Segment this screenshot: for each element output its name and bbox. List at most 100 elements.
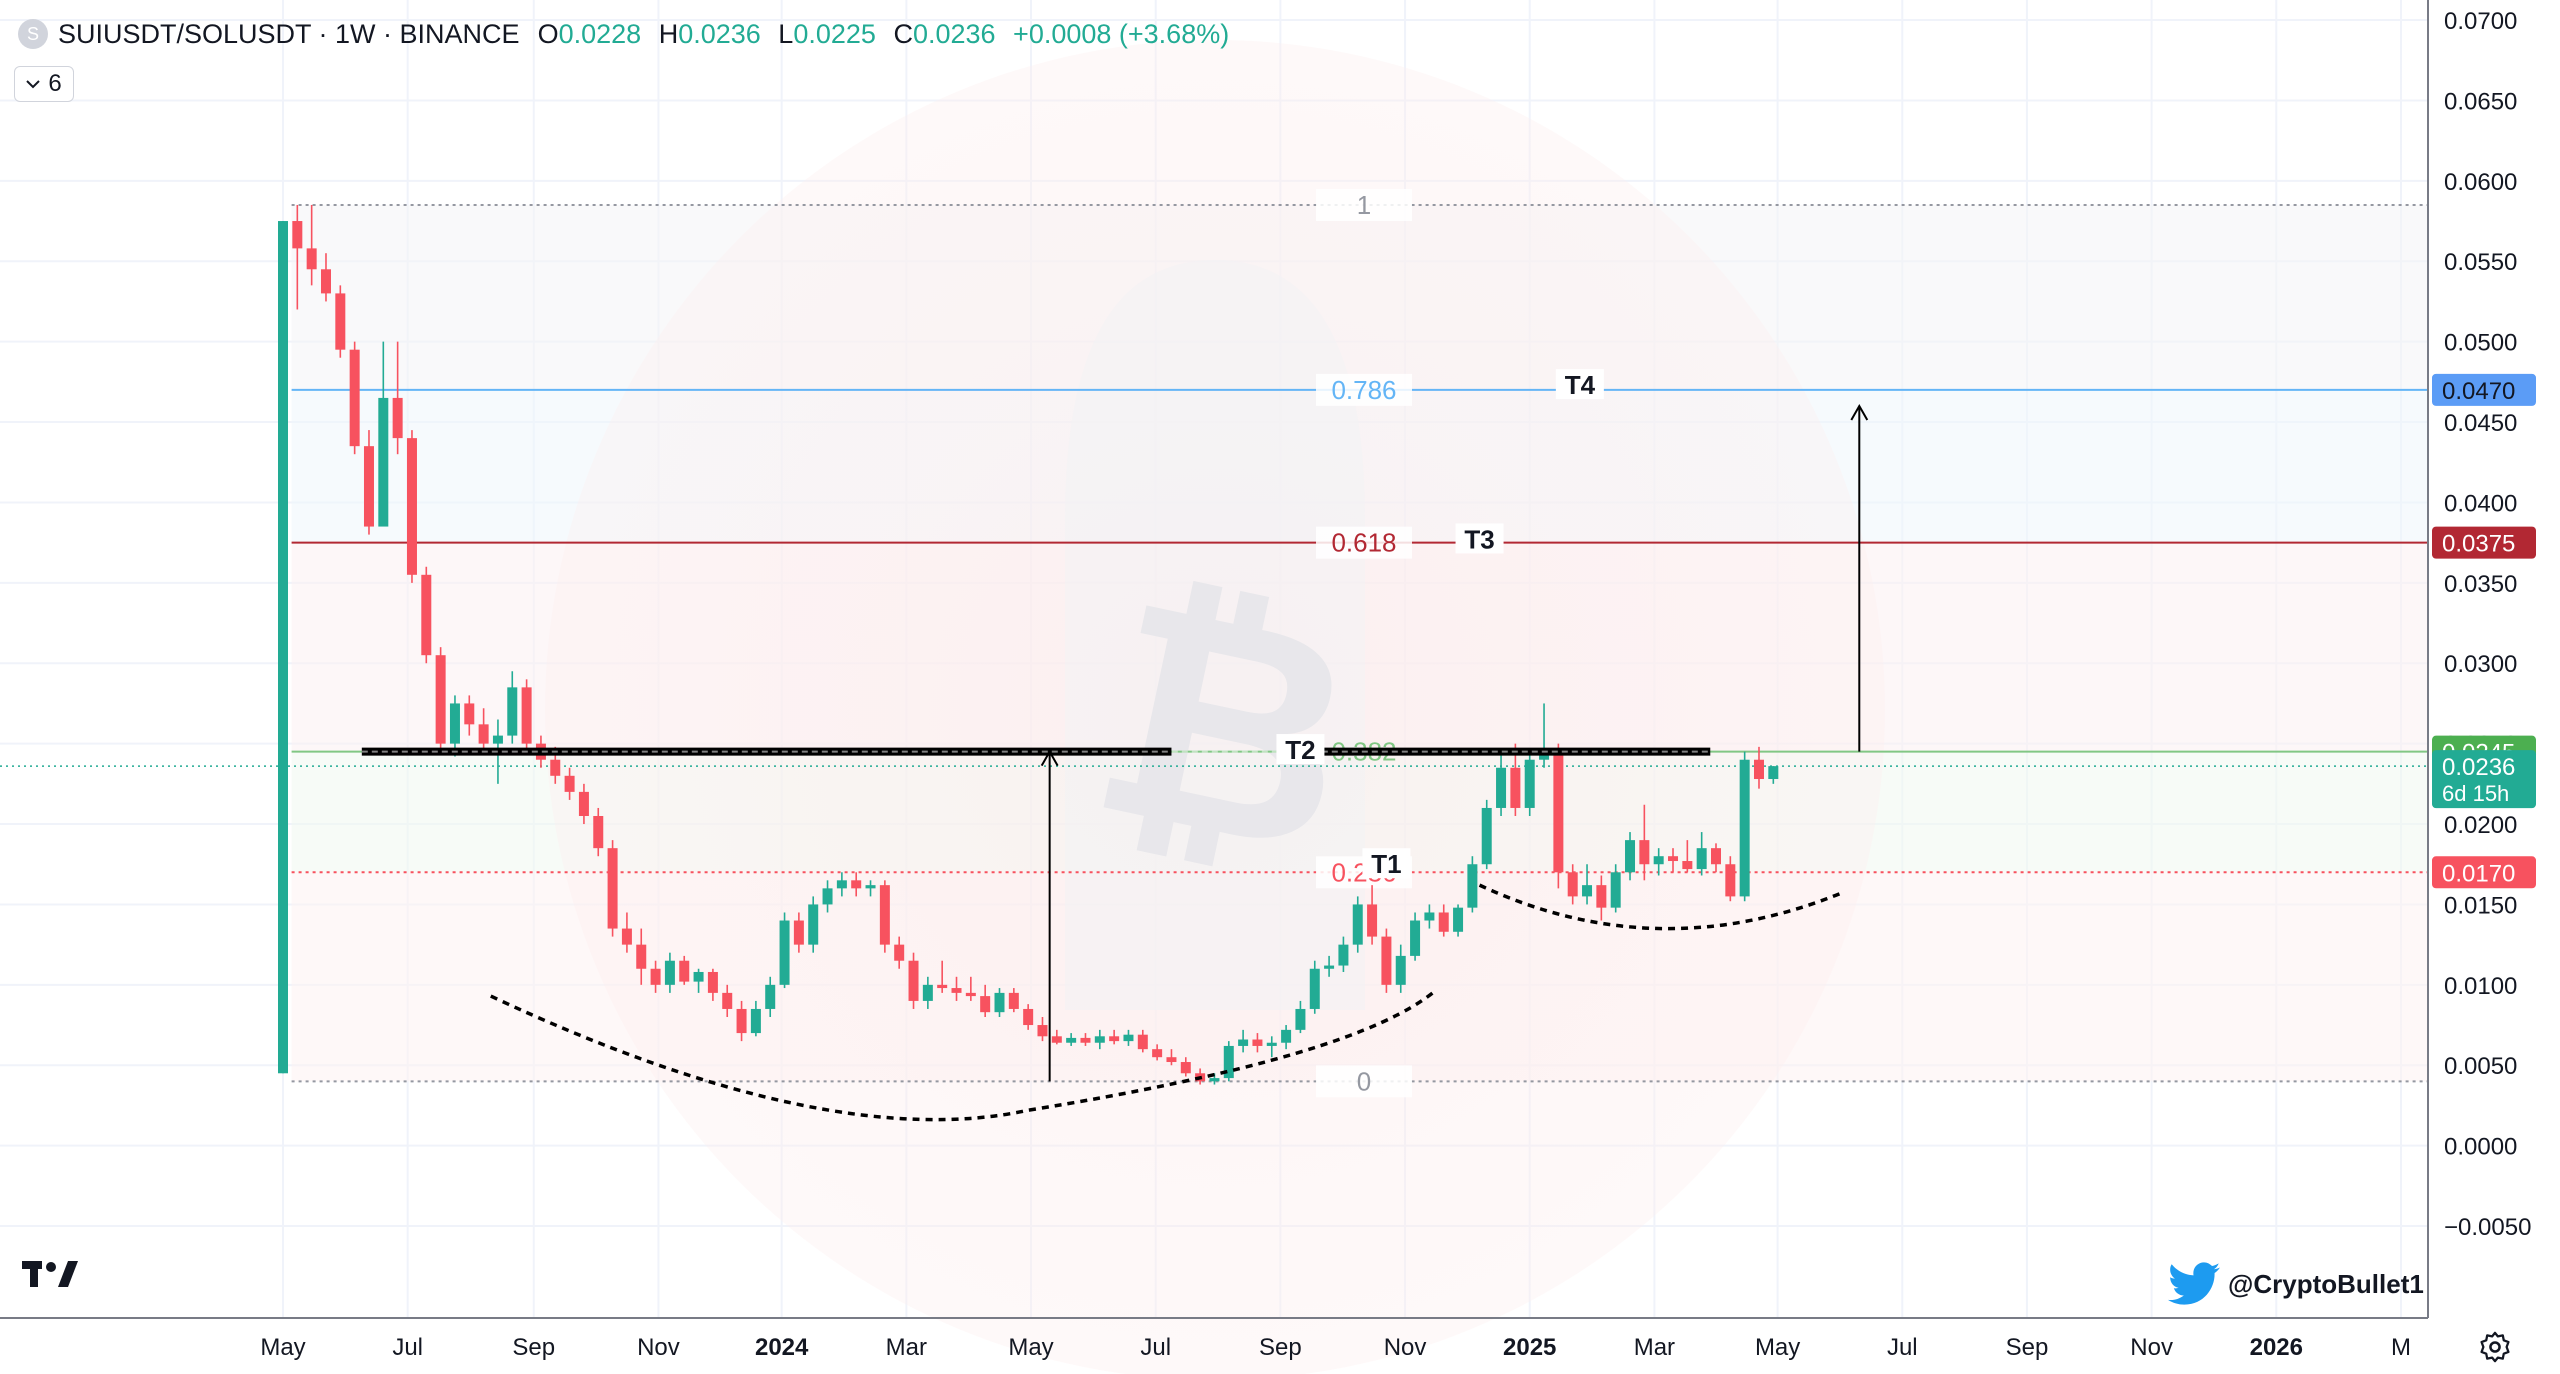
candle — [1596, 885, 1607, 908]
candle — [1682, 861, 1693, 870]
symbol-title[interactable]: SUIUSDT/SOLUSDT · 1W · BINANCE — [58, 18, 520, 49]
candle — [693, 971, 704, 982]
candle — [1008, 992, 1019, 1009]
candle — [1711, 848, 1721, 865]
price-label: 0.0470 — [2442, 378, 2515, 405]
time-tick: May — [260, 1334, 305, 1361]
time-tick: 2025 — [1503, 1334, 1556, 1361]
candle — [1180, 1062, 1191, 1074]
candle — [1438, 912, 1449, 932]
time-tick: Nov — [637, 1334, 680, 1361]
candle — [793, 920, 804, 945]
candle — [1137, 1034, 1148, 1050]
candle — [765, 984, 776, 1009]
candle — [1467, 864, 1478, 908]
target-label-t2: T2 — [1285, 735, 1315, 765]
candle — [1625, 840, 1636, 873]
price-tick: 0.0150 — [2444, 892, 2517, 919]
candle — [621, 928, 632, 945]
candle — [1324, 965, 1335, 969]
price-tick: 0.0050 — [2444, 1053, 2517, 1080]
price-tick: 0.0300 — [2444, 651, 2517, 678]
candle — [1123, 1034, 1134, 1042]
candle — [1481, 807, 1492, 865]
fib-label-bg — [1316, 188, 1412, 221]
candle — [406, 438, 417, 575]
time-tick: Sep — [1259, 1334, 1302, 1361]
candle — [679, 960, 690, 982]
candles — [278, 204, 1779, 1085]
candle — [894, 944, 905, 961]
candle — [1223, 1045, 1234, 1079]
price-label-bg — [2432, 750, 2536, 809]
candle — [1238, 1039, 1249, 1046]
candle — [492, 735, 503, 744]
target-label-bg — [1455, 523, 1504, 554]
candle — [664, 960, 675, 985]
candle — [564, 775, 575, 792]
candle — [1152, 1049, 1163, 1058]
price-tick: 0.0600 — [2444, 169, 2517, 196]
time-tick: Jul — [392, 1334, 423, 1361]
indicators-toggle[interactable]: 6 — [14, 66, 74, 102]
time-tick: Nov — [1384, 1334, 1427, 1361]
candle — [1410, 920, 1421, 956]
candle — [449, 703, 460, 744]
candle — [1753, 759, 1764, 780]
candle — [1094, 1036, 1105, 1043]
candle — [808, 904, 819, 945]
price-label-bg — [2432, 526, 2536, 559]
candle — [306, 248, 317, 270]
time-tick: Jul — [1887, 1334, 1918, 1361]
fib-label-bg — [1316, 1065, 1412, 1098]
candle — [1381, 936, 1392, 985]
candle — [951, 988, 962, 993]
cup-arc — [490, 988, 1438, 1122]
candle — [578, 791, 589, 816]
candle — [421, 574, 432, 656]
candle — [1524, 759, 1535, 808]
fib-label: 0.786 — [1331, 375, 1396, 405]
fib-label-bg — [1316, 373, 1412, 406]
time-tick: Sep — [2006, 1334, 2049, 1361]
candle — [1582, 885, 1593, 897]
fib-label: 0.618 — [1331, 528, 1396, 558]
drawings: T1 T2 T3 T4 — [361, 369, 1869, 1122]
candle — [1424, 912, 1435, 921]
candle — [464, 703, 475, 725]
time-tick: Mar — [886, 1334, 927, 1361]
candle — [1309, 968, 1320, 1009]
candle — [750, 1008, 761, 1034]
price-tick: 0.0350 — [2444, 571, 2517, 598]
target-arrow-head — [1850, 403, 1869, 421]
target-label-bg — [1555, 369, 1604, 400]
time-tick: May — [1008, 1334, 1053, 1361]
settings-icon[interactable] — [2478, 1330, 2512, 1369]
candle — [435, 655, 446, 744]
candle — [607, 848, 618, 929]
target-label-bg — [1362, 848, 1411, 879]
price-tick: 0.0500 — [2444, 330, 2517, 357]
candle — [1352, 904, 1363, 945]
candle — [1023, 1008, 1034, 1026]
price-label: 0.0170 — [2442, 860, 2515, 887]
candle — [378, 397, 389, 527]
tradingview-logo-icon[interactable] — [22, 1257, 84, 1294]
candle — [980, 996, 991, 1013]
candle — [1510, 767, 1521, 808]
candle — [1725, 864, 1736, 897]
candle — [278, 221, 288, 1074]
candle — [1367, 904, 1378, 937]
candle — [349, 349, 360, 447]
time-tick: M — [2391, 1334, 2411, 1361]
candle — [1768, 766, 1779, 780]
cup-depth-arrow-head — [1040, 749, 1059, 767]
time-tick: Sep — [512, 1334, 555, 1361]
chart-header: S SUIUSDT/SOLUSDT · 1W · BINANCE O0.0228… — [18, 14, 1229, 54]
change-readout: +0.0008 (+3.68%) — [1013, 18, 1230, 49]
bitcoin-watermark-icon: ₿ — [545, 40, 1885, 1374]
candle — [908, 960, 919, 1001]
